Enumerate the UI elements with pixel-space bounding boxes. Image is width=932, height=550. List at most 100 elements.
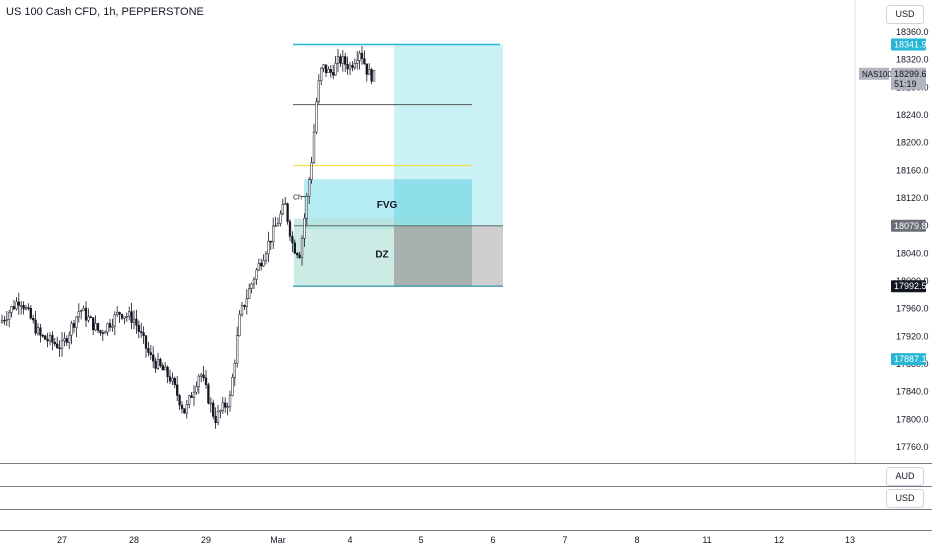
- candle-body: [116, 312, 119, 315]
- candle-body: [149, 352, 152, 356]
- candle-body: [255, 269, 258, 280]
- candle-body: [108, 323, 112, 328]
- candle-body: [305, 196, 308, 219]
- candle-body: [329, 69, 332, 73]
- x-tick-label: 29: [201, 535, 211, 545]
- candle-body: [344, 56, 347, 65]
- candle-body: [87, 316, 90, 321]
- candle-body: [233, 362, 236, 378]
- candle-body: [327, 69, 330, 73]
- candle-body: [353, 63, 356, 68]
- candle-body: [200, 374, 203, 377]
- candle-body: [80, 310, 83, 312]
- candle-body: [212, 402, 215, 417]
- pane-divider-1[interactable]: [0, 463, 932, 464]
- x-tick-label: 27: [57, 535, 67, 545]
- candle-body: [291, 236, 294, 244]
- candle-body: [3, 319, 6, 322]
- pane-divider-3[interactable]: [0, 509, 932, 510]
- fvg-label: FVG: [377, 200, 398, 211]
- candle-body: [70, 323, 73, 336]
- candle-body: [317, 80, 320, 103]
- candle-body: [363, 58, 366, 65]
- candle-body: [279, 213, 282, 224]
- price-tag-prev: 17887.1: [894, 354, 927, 364]
- candle-body: [288, 221, 292, 237]
- candle-body: [46, 339, 49, 342]
- candle-body: [12, 306, 16, 310]
- candle-body: [365, 63, 368, 75]
- candle-body: [267, 240, 270, 255]
- pane-usd-label[interactable]: USD: [886, 489, 924, 508]
- candle-body: [358, 52, 361, 61]
- candle-body: [51, 335, 54, 343]
- candle-body: [322, 64, 325, 69]
- candle-body: [63, 338, 66, 342]
- pane-aud-label[interactable]: AUD: [886, 467, 924, 486]
- candle-body: [348, 65, 352, 70]
- symbol-tag: NAS100: [862, 70, 892, 79]
- candle-body: [310, 162, 313, 180]
- currency-selector-top[interactable]: USD: [886, 5, 924, 24]
- candle-body: [159, 359, 162, 366]
- candle-body: [269, 240, 272, 243]
- candle-body: [238, 314, 241, 336]
- candle-body: [276, 223, 280, 226]
- candle-body: [36, 327, 40, 334]
- candle-body: [334, 63, 337, 76]
- candle-body: [171, 378, 174, 382]
- price-tag-top: 18341.9: [894, 40, 927, 50]
- candle-body: [161, 365, 164, 371]
- pane-divider-2[interactable]: [0, 486, 932, 487]
- candle-body: [190, 395, 193, 398]
- y-tick-label: 18200.0: [896, 138, 929, 148]
- candle-body: [10, 306, 13, 313]
- candle-body: [204, 377, 208, 385]
- x-tick-label: 6: [490, 535, 495, 545]
- candle-body: [351, 65, 354, 68]
- candle-body: [312, 131, 316, 164]
- price-tag-prev-bg: [891, 353, 926, 366]
- candle-body: [324, 64, 328, 73]
- candle-body: [250, 283, 253, 289]
- candle-body: [176, 384, 179, 396]
- candle-body: [341, 56, 344, 64]
- candle-body: [154, 360, 157, 369]
- candle-body: [209, 402, 212, 405]
- candle-body: [140, 331, 143, 333]
- candle-body: [142, 332, 145, 337]
- candle-body: [48, 335, 52, 342]
- candle-body: [178, 395, 181, 406]
- y-tick-label: 18040.0: [896, 248, 929, 258]
- candle-body: [173, 378, 176, 386]
- price-tag-mid-bg: [891, 219, 926, 232]
- candles-layer: [0, 46, 376, 429]
- candle-body: [192, 391, 196, 398]
- candle-body: [243, 304, 246, 307]
- candle-body: [245, 298, 248, 307]
- candle-body: [356, 60, 359, 64]
- y-tick-label: 17800.0: [896, 414, 929, 424]
- candle-body: [89, 316, 92, 319]
- y-tick-label: 18120.0: [896, 193, 929, 203]
- x-tick-label: 7: [562, 535, 567, 545]
- candle-body: [164, 366, 167, 371]
- candle-body: [68, 334, 71, 343]
- candle-body: [236, 335, 239, 364]
- candle-body: [180, 404, 184, 409]
- candle-body: [264, 253, 268, 261]
- fvg-overlap-rect: [394, 179, 472, 226]
- candle-body: [135, 318, 138, 326]
- candle-body: [152, 354, 155, 362]
- candle-body: [156, 359, 160, 369]
- candle-body: [29, 307, 32, 319]
- candle-body: [195, 386, 198, 393]
- candle-body: [226, 406, 229, 408]
- candle-body: [368, 69, 371, 75]
- price-tag-low: 17992.5: [894, 281, 927, 291]
- candle-body: [99, 330, 102, 333]
- last-price-tag-bg: [891, 67, 926, 90]
- countdown-tag: 51:19: [894, 79, 917, 89]
- candle-body: [183, 408, 186, 414]
